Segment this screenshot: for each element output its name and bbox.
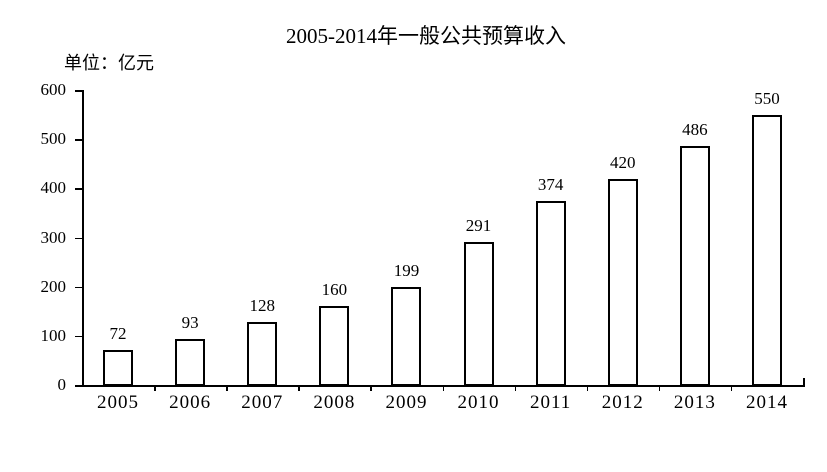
y-tick-label: 600 [40, 80, 67, 99]
y-tick-label: 400 [40, 178, 67, 198]
x-axis-tick [226, 385, 228, 391]
y-tick-label: 300 [40, 227, 67, 247]
value-label-2008: 160 [321, 280, 348, 300]
bar-2008 [319, 306, 350, 386]
y-tick-label: 100 [40, 325, 67, 345]
bar-2012 [607, 178, 638, 386]
x-axis-tick [154, 385, 156, 391]
x-axis-tick [658, 385, 661, 391]
x-category-label-2006: 2006 [169, 392, 212, 413]
y-axis-tick [75, 335, 82, 338]
y-axis-tick [75, 237, 82, 239]
x-category-label-2012: 2012 [601, 392, 644, 413]
value-label-2014: 550 [754, 88, 780, 108]
x-category-label-2014: 2014 [745, 392, 788, 413]
x-axis-tick [370, 385, 372, 391]
unit-label: 单位：亿元 [64, 53, 154, 73]
y-axis-tick [75, 385, 82, 387]
bar-2005 [103, 349, 134, 386]
value-label-2006: 93 [181, 313, 199, 333]
value-label-2012: 420 [610, 152, 636, 172]
x-axis-tick [514, 385, 517, 391]
y-axis [82, 90, 84, 386]
chart-title: 2005-2014年一般公共预算收入 [286, 24, 566, 48]
y-tick-label: 500 [40, 129, 67, 149]
value-label-2013: 486 [682, 120, 708, 140]
x-axis-tick [442, 385, 444, 391]
bar-2007 [247, 322, 278, 386]
y-axis-tick [75, 286, 82, 289]
x-category-label-2009: 2009 [385, 392, 428, 413]
value-label-2005: 72 [109, 323, 127, 343]
bar-2009 [391, 287, 422, 386]
value-label-2009: 199 [393, 261, 420, 281]
x-category-label-2013: 2013 [673, 392, 716, 413]
bar-2006 [175, 339, 206, 386]
bar-2011 [535, 201, 566, 386]
bar-2010 [463, 241, 494, 386]
x-category-label-2010: 2010 [457, 392, 500, 413]
x-axis-tick [586, 385, 589, 391]
x-category-label-2011: 2011 [529, 392, 572, 413]
y-axis-tick [75, 188, 82, 190]
x-category-label-2005: 2005 [97, 392, 140, 413]
x-axis-tick [298, 385, 300, 391]
y-tick-label: 0 [57, 375, 67, 394]
value-label-2010: 291 [465, 215, 492, 235]
x-axis-tick [730, 385, 733, 391]
y-axis-tick [75, 139, 82, 141]
y-tick-label: 200 [40, 276, 67, 296]
x-category-label-2008: 2008 [313, 392, 356, 413]
value-label-2007: 128 [249, 296, 276, 316]
x-category-label-2007: 2007 [241, 392, 284, 413]
bar-2013 [679, 146, 710, 386]
y-axis-tick [75, 90, 82, 92]
value-label-2011: 374 [537, 175, 564, 195]
bar-2014 [751, 114, 782, 386]
x-axis-end-tick [803, 378, 805, 385]
